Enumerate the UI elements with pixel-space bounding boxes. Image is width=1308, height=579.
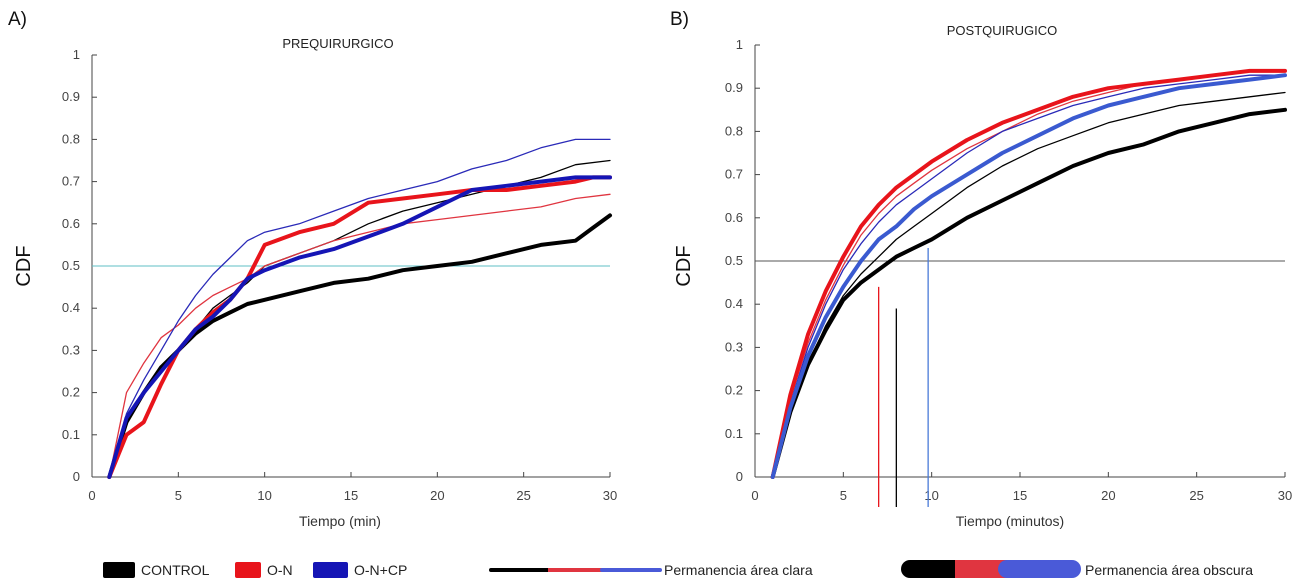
panel-b-y-tick-label: 0.7 (725, 167, 743, 182)
panel-b-y-tick-label: 0 (736, 469, 743, 484)
panel-b-y-tick-label: 1 (736, 37, 743, 52)
panel-a-y-tick-label: 0.5 (62, 258, 80, 273)
panel-a-series-o-n-cp-thick (107, 175, 612, 479)
legend-thick-label: Permanencia área obscura (1085, 562, 1253, 578)
panel-a-plot-area: 00.10.20.30.40.50.60.70.80.910 5 10 15 20 25 3… (62, 47, 617, 503)
panel-a-x-tick-label: 0 (88, 488, 95, 503)
panel-a-y-tick-label: 0.6 (62, 216, 80, 231)
panel-b-y-tick-label: 0.2 (725, 383, 743, 398)
panel-b-label: B) (670, 9, 689, 30)
panel-a-y-tick-label: 0.4 (62, 300, 80, 315)
legend-swatch-o-n (235, 562, 261, 578)
panel-a-x-tick-label: 15 (344, 488, 358, 503)
panel-b-x-tick-label: 30 (1278, 488, 1292, 503)
panel-a-series-o-n-thin (108, 193, 611, 478)
panel-b-y-tick-label: 0.6 (725, 210, 743, 225)
panel-a-y-tick-label: 0.7 (62, 174, 80, 189)
legend-swatch-control (103, 562, 135, 578)
panel-b-x-tick-label: 15 (1013, 488, 1027, 503)
panel-b-series-o-n-cp-thin (772, 74, 1286, 478)
legend-thin-line: Permanencia área clara (489, 562, 813, 578)
panel-b-y-tick-label: 0.1 (725, 426, 743, 441)
legend-groups: CONTROL O-N O-N+CP (103, 562, 407, 578)
panel-a-y-tick-label: 0.3 (62, 342, 80, 357)
panel-a-series-o-n-thick (107, 175, 612, 479)
panel-a-y-tick-label: 1 (73, 47, 80, 62)
panel-b-series-o-n-cp-thick (770, 73, 1287, 479)
panel-a-x-tick-label: 25 (516, 488, 530, 503)
panel-b-x-axis-label: Tiempo (minutos) (956, 513, 1064, 529)
panel-a-x-tick-label: 5 (175, 488, 182, 503)
panel-b-x-tick-label: 20 (1101, 488, 1115, 503)
legend-thick-line: Permanencia área obscura (901, 560, 1253, 578)
legend-label-o-n-cp: O-N+CP (354, 562, 407, 578)
legend-thin-label: Permanencia área clara (664, 562, 813, 578)
panel-b-series-control-thin (772, 91, 1286, 478)
panel-a-x-tick-label: 20 (430, 488, 444, 503)
panel-b-series-o-n-thick (770, 68, 1287, 479)
panel-a-y-axis-label: CDF (13, 245, 35, 286)
panel-b-series-control-thick (770, 107, 1287, 479)
legend-label-control: CONTROL (141, 562, 210, 578)
panel-a-title: PREQUIRURGICO (282, 36, 393, 51)
panel-a-x-axis-label: Tiempo (min) (299, 513, 381, 529)
legend-swatch-o-n-cp (313, 562, 348, 578)
panel-b-x-tick-label: 0 (751, 488, 758, 503)
panel-b-y-tick-label: 0.8 (725, 123, 743, 138)
panel-a-y-tick-label: 0.1 (62, 427, 80, 442)
panel-a-series-control-thick (107, 213, 612, 479)
panel-b-plot-area: 00.10.20.30.40.50.60.70.80.910 5 10 15 20 25 3… (725, 37, 1292, 507)
panel-b-series-o-n-thin (772, 70, 1286, 478)
panel-a: A) PREQUIRURGICO CDF Tiempo (min) 0 0.1 0.… (8, 9, 617, 529)
legend-label-o-n: O-N (267, 562, 293, 578)
panel-a-x-tick-label: 30 (603, 488, 617, 503)
panel-b-y-tick-label: 0.3 (725, 339, 743, 354)
panel-b-y-axis-label: CDF (673, 245, 695, 286)
panel-b-x-tick-label: 25 (1189, 488, 1203, 503)
panel-a-y-tick-label: 0.2 (62, 385, 80, 400)
panel-a-y-tick-label: 0.9 (62, 89, 80, 104)
panel-b-x-tick-label: 10 (924, 488, 938, 503)
panel-a-series-o-n-cp-thin (108, 138, 611, 478)
panel-a-x-tick-label: 10 (257, 488, 271, 503)
panel-a-y-tick-label: 0.8 (62, 131, 80, 146)
panel-b-x-tick-label: 5 (840, 488, 847, 503)
panel-b-y-tick-label: 0.4 (725, 296, 743, 311)
panel-a-y-tick-label: 0 (73, 469, 80, 484)
panel-a-label: A) (8, 9, 27, 30)
panel-b-title: POSTQUIRUGICO (947, 23, 1058, 38)
panel-b-y-tick-label: 0.9 (725, 80, 743, 95)
panel-b-y-tick-label: 0.5 (725, 253, 743, 268)
panel-b: B) POSTQUIRUGICO CDF Tiempo (minutos) 00… (670, 9, 1292, 529)
